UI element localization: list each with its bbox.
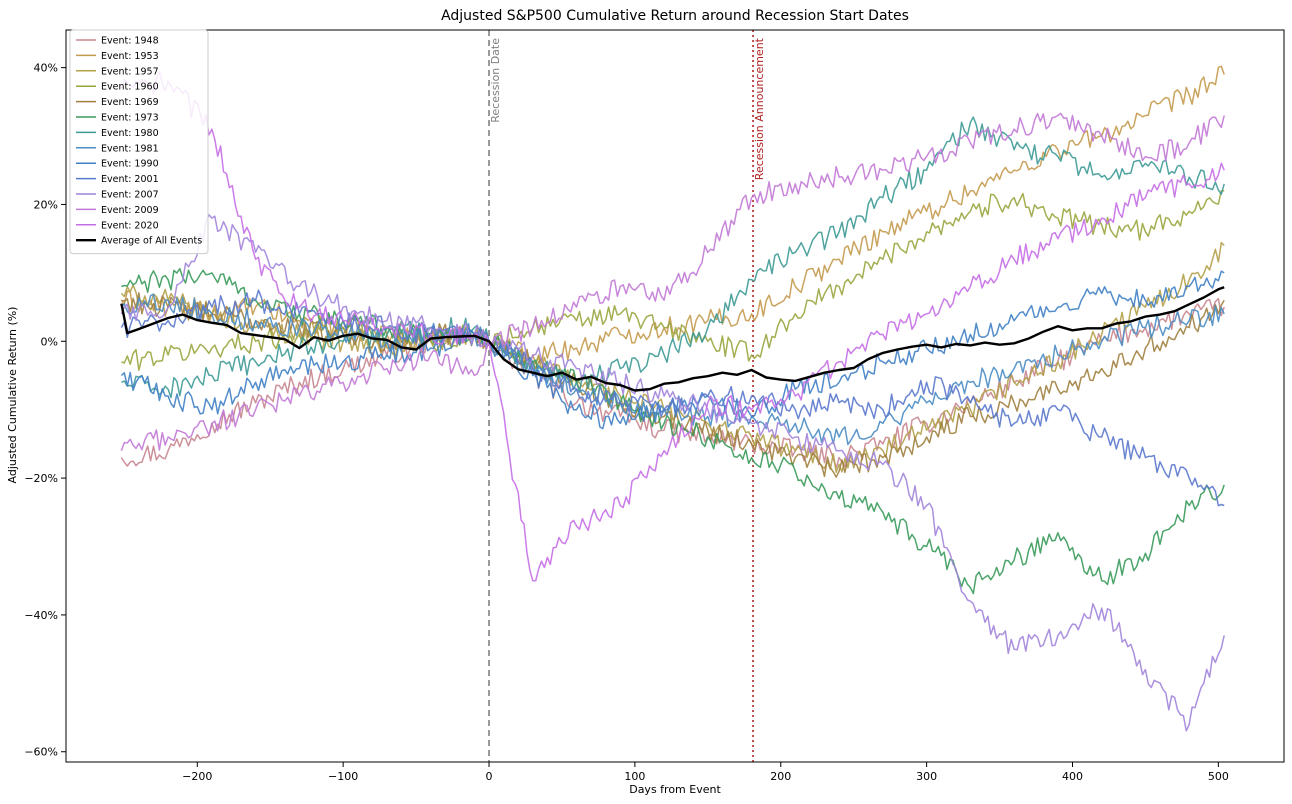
legend-box [69,29,209,255]
legend-label: Event: 2020 [101,220,159,231]
series-line-1953 [120,65,1225,365]
x-tick-label: 500 [1208,770,1229,783]
plot-area: Recession Date Recession Announcement [65,29,1285,763]
legend-label: Event: 1981 [101,143,159,154]
legend-label: Event: 1990 [101,159,159,170]
series-line-2020 [120,70,1225,582]
legend-label: Event: 2009 [101,205,159,216]
legend-label: Event: 2007 [101,190,159,201]
y-axis: 40% 20% 0% −20% −40% −60% [24,62,66,759]
y-tick-label: 20% [34,198,58,211]
legend-label: Event: 2001 [101,174,159,185]
x-axis: −200 −100 0 100 200 300 400 500 [182,762,1229,783]
x-tick-label: −200 [182,770,212,783]
chart-title: Adjusted S&P500 Cumulative Return around… [441,8,909,24]
legend: Event: 1948 Event: 1953 Event: 1957 Event: … [69,29,209,255]
x-tick-label: 300 [916,770,937,783]
recession-announcement-label: Recession Announcement [753,37,766,180]
x-axis-label: Days from Event [629,783,721,796]
series-layer [120,65,1225,732]
legend-label: Event: 1980 [101,128,159,139]
y-tick-label: −60% [24,746,58,759]
legend-label: Event: 1957 [101,66,159,77]
y-tick-label: −40% [24,609,58,622]
series-line-average [120,286,1225,392]
series-line-1980 [121,116,1225,399]
series-line-1969 [121,292,1225,478]
series-line-2009 [120,112,1225,451]
x-tick-label: 400 [1062,770,1083,783]
series-line-2001 [120,289,1225,507]
x-tick-label: 0 [486,770,493,783]
y-tick-label: 0% [41,335,58,348]
y-axis-label: Adjusted Cumulative Return (%) [6,307,19,484]
x-tick-label: −100 [328,770,358,783]
x-tick-label: 100 [624,770,645,783]
series-line-2007 [120,214,1225,732]
legend-label: Event: 1953 [101,51,159,62]
legend-label: Event: 1969 [101,97,159,108]
y-tick-label: −20% [24,472,58,485]
legend-label: Event: 1948 [101,36,159,47]
recession-date-label: Recession Date [489,38,502,123]
plot-frame [65,29,1285,763]
x-tick-label: 200 [770,770,791,783]
legend-label: Event: 1960 [101,82,159,93]
series-line-1990 [120,270,1225,430]
legend-label: Event: 1973 [101,113,159,124]
y-tick-label: 40% [34,62,58,75]
legend-label: Average of All Events [101,236,202,247]
